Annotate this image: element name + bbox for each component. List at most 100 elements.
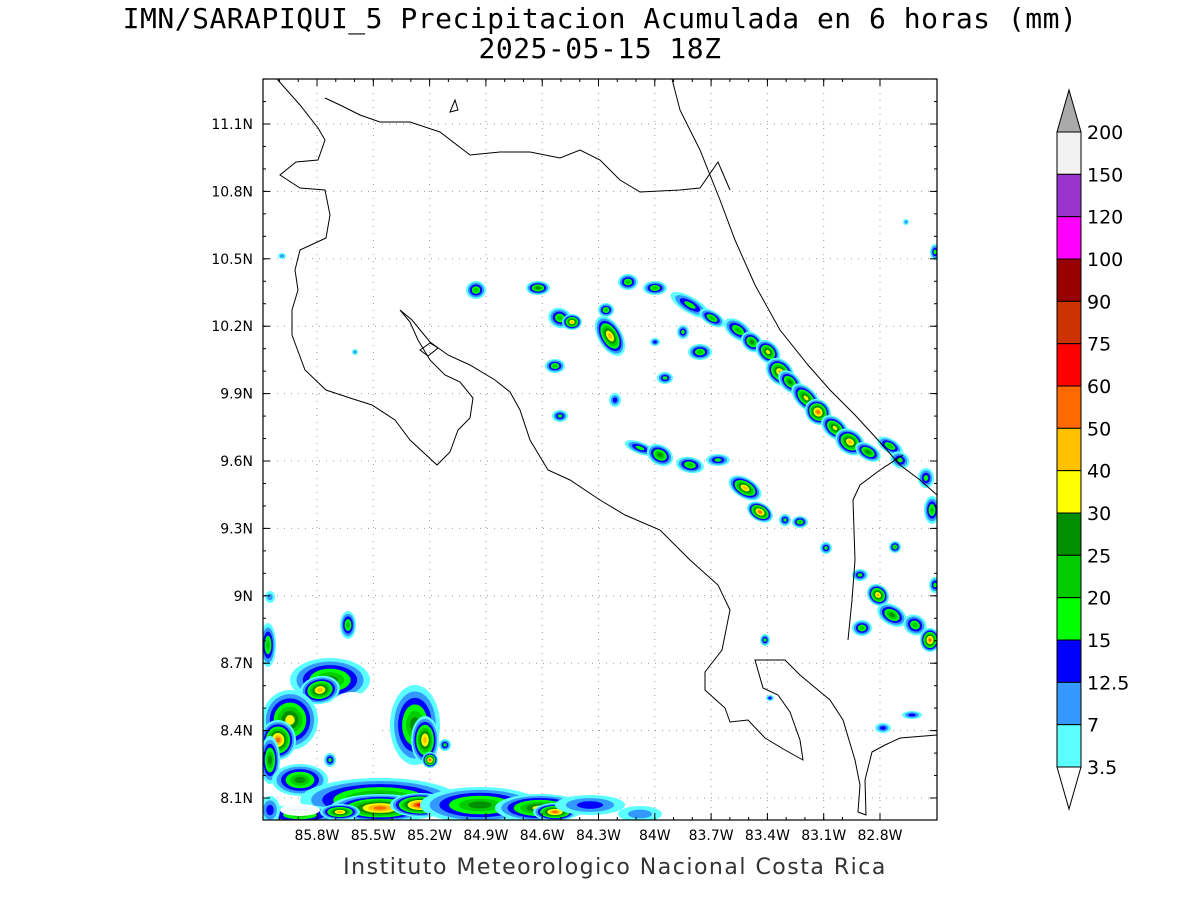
lon-tick-label: 84W <box>639 828 671 844</box>
precip-contour <box>557 315 563 321</box>
precip-contour <box>266 804 274 816</box>
precip-contour <box>294 776 306 784</box>
precip-contour <box>662 376 668 380</box>
precip-contour <box>285 715 295 725</box>
precip-contour <box>576 801 604 809</box>
precip-contour <box>887 443 893 449</box>
precip-contour <box>857 573 863 577</box>
axis-ticks: 85.8W 85.5W 85.2W 84.9W 84.6W 84.3W 84W 83.7W 83… <box>211 78 937 844</box>
precip-contour <box>832 425 838 431</box>
coastlines <box>276 79 937 816</box>
precip-contour <box>607 333 613 339</box>
precip-contour <box>337 810 343 814</box>
colorbar-label: 90 <box>1087 291 1111 313</box>
precip-contour <box>889 612 895 618</box>
precip-gap-core <box>330 698 374 742</box>
precip-contour <box>912 622 918 628</box>
lon-tick-label: 83.7W <box>689 828 734 844</box>
lat-tick-label: 10.8N <box>211 184 253 200</box>
precip-contour <box>893 545 897 549</box>
precip-cell <box>562 314 582 330</box>
precip-contour <box>275 737 281 743</box>
precip-cell <box>903 219 909 225</box>
precip-contour <box>428 758 432 762</box>
precip-contour <box>787 379 793 385</box>
precip-contour <box>686 463 694 467</box>
colorbar-label: 150 <box>1087 164 1123 186</box>
precip-cell <box>263 796 280 820</box>
colorbar-label: 75 <box>1087 334 1111 356</box>
precip-cell <box>272 764 328 796</box>
precip-cell <box>657 372 673 384</box>
colorbar-label: 25 <box>1087 545 1111 567</box>
precip-contour <box>768 696 772 700</box>
precip-contour <box>535 286 541 290</box>
precip-contour <box>625 280 631 284</box>
precip-contour <box>824 546 828 550</box>
precip-contour <box>570 320 574 324</box>
precip-cell <box>598 303 614 317</box>
precip-cell <box>889 541 901 553</box>
lat-tick-label: 9.6N <box>220 454 253 470</box>
colorbar-box <box>1056 724 1082 768</box>
precip-contour <box>908 713 916 717</box>
colorbar-box <box>1056 385 1082 429</box>
precip-contour <box>734 327 742 333</box>
precip-contour <box>758 510 762 514</box>
precip-cell <box>545 359 565 373</box>
precip-contour <box>783 518 787 522</box>
lon-tick-label: 84.6W <box>520 828 565 844</box>
precip-cell <box>278 253 286 259</box>
precip-contour <box>628 809 652 819</box>
precip-contour <box>880 726 886 730</box>
lat-tick-label: 8.7N <box>220 656 253 672</box>
colorbar-label: 100 <box>1087 249 1123 271</box>
precipitation-field <box>263 219 937 820</box>
lake-nicaragua-edge <box>449 98 459 113</box>
precip-contour <box>468 801 492 809</box>
colorbar-top-arrow <box>1056 88 1082 133</box>
caribbean-coast <box>671 79 937 496</box>
precip-cell <box>676 456 704 474</box>
lat-tick-label: 9.9N <box>220 387 253 403</box>
colorbar-box <box>1056 258 1082 302</box>
colorbar-box <box>1056 216 1082 260</box>
precip-gap <box>280 804 320 816</box>
precip-contour <box>923 475 929 481</box>
precip-cell <box>411 716 439 764</box>
precip-contour <box>422 736 428 744</box>
precip-cell <box>439 739 451 751</box>
map-datetime: 2025-05-15 18Z <box>478 32 722 65</box>
lat-tick-label: 9.3N <box>220 521 253 537</box>
precip-cell <box>723 318 753 342</box>
precip-cell <box>650 338 660 346</box>
precip-contour <box>279 254 285 258</box>
colorbar-label: 20 <box>1087 588 1111 610</box>
colorbar-label: 15 <box>1087 630 1111 652</box>
precip-cell <box>792 516 808 528</box>
precip-cell <box>766 695 774 701</box>
precip-contour <box>803 395 809 401</box>
colorbar-box <box>1056 639 1082 683</box>
precip-cell <box>875 723 891 733</box>
precip-contour <box>847 440 853 444</box>
precip-contour <box>709 315 715 321</box>
colorbar-label: 12.5 <box>1087 672 1129 694</box>
lon-tick-label: 82.8W <box>857 828 902 844</box>
precip-cell <box>918 468 934 488</box>
colorbar-label: 3.5 <box>1087 757 1117 779</box>
map-title: IMN/SARAPIQUI_5 Precipitacion Acumulada … <box>122 2 1078 35</box>
colorbar-label: 30 <box>1087 503 1111 525</box>
precip-contour <box>657 452 663 458</box>
colorbar-label: 60 <box>1087 376 1111 398</box>
lon-tick-label: 83.1W <box>801 828 846 844</box>
precip-contour <box>267 593 273 601</box>
colorbar-box <box>1056 512 1082 556</box>
precip-contour <box>897 457 903 463</box>
precip-cell <box>466 281 486 299</box>
lon-tick-label: 83.4W <box>745 828 790 844</box>
colorbar-box <box>1056 173 1082 218</box>
colorbar-box <box>1056 300 1082 345</box>
precip-cell <box>609 393 621 407</box>
